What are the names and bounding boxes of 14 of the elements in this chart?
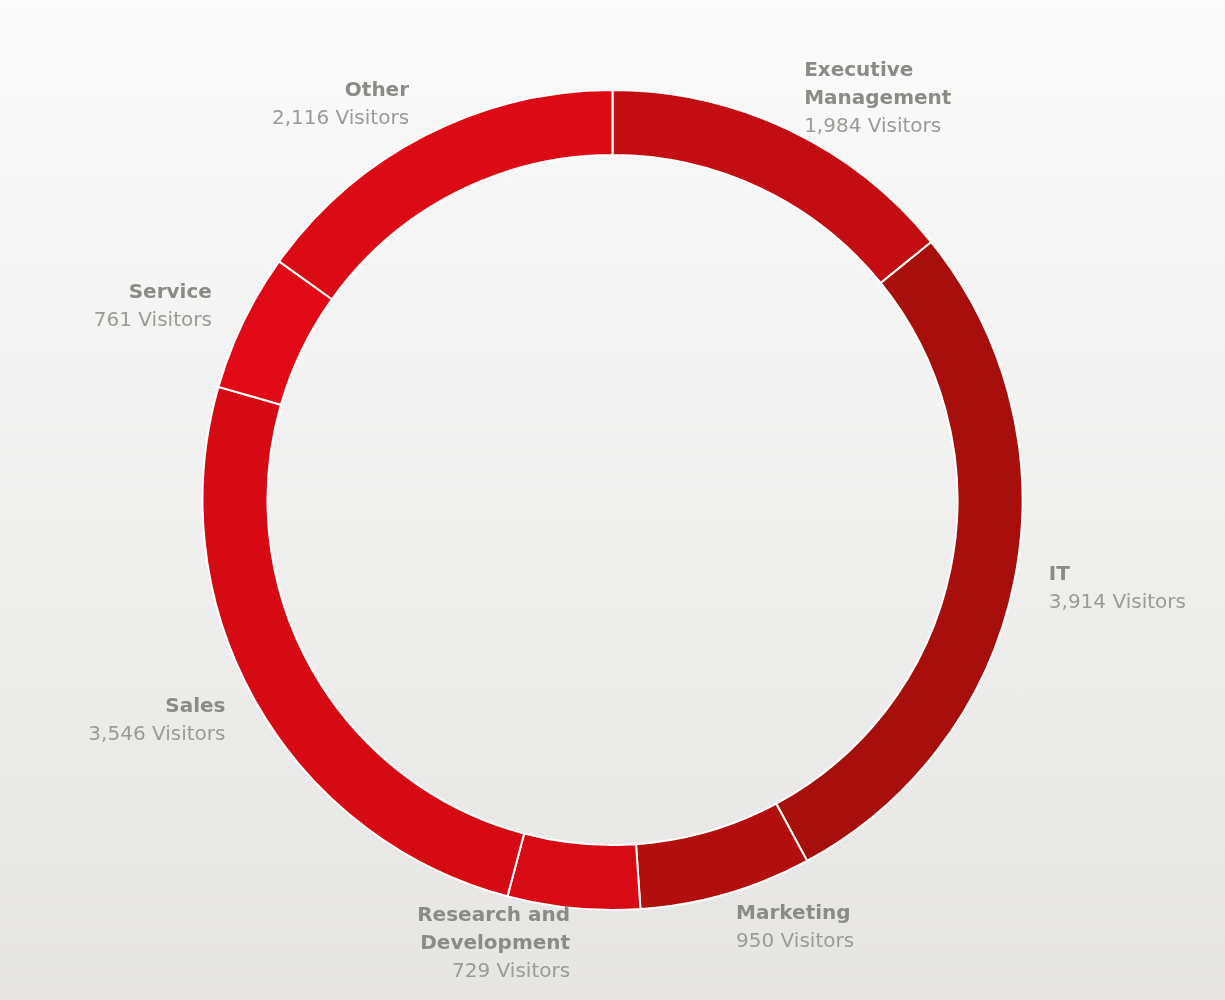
data-label: 2,116 Visitors [271, 105, 410, 130]
data-label: 950 Visitors [736, 928, 855, 953]
data-label: 1,984 Visitors [804, 113, 942, 138]
data-label: 729 Visitors [452, 957, 571, 982]
data-label: 3,914 Visitors [1048, 588, 1186, 613]
data-label: 3,546 Visitors [88, 720, 226, 745]
slice-label: Research and Development [417, 901, 571, 954]
slice-label: IT [1048, 560, 1071, 585]
slice-label: Sales [165, 692, 226, 717]
slice-label: Marketing [736, 900, 851, 925]
slice-label: Other [344, 77, 410, 102]
data-label: 761 Visitors [93, 307, 212, 332]
slice-label: Executive Management [804, 57, 952, 110]
slice-label: Service [128, 279, 212, 304]
